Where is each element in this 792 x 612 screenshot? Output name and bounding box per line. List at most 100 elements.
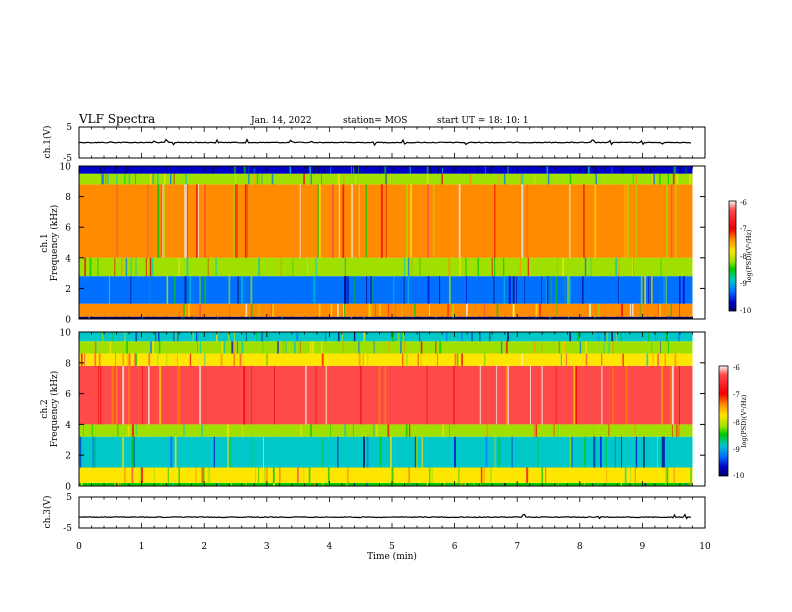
ch1-spec-streak-369 bbox=[258, 303, 260, 317]
ch2-spec-streak-260 bbox=[600, 436, 602, 468]
ch2-spec-streak-188 bbox=[97, 365, 99, 425]
ch2-spec-streak-173 bbox=[453, 365, 455, 425]
ch1-spec-streak-185 bbox=[498, 316, 500, 319]
ch1-spec-streak-302 bbox=[521, 257, 523, 277]
ch1-spectrogram-y-ticks: 0 2 4 6 8 10 bbox=[60, 163, 705, 326]
ch1-spec-streak-397 bbox=[303, 173, 305, 185]
ch2-spec-streak-309 bbox=[132, 424, 134, 437]
ch1-spec-streak-16 bbox=[122, 316, 125, 319]
ch1-spec-streak-173 bbox=[670, 303, 672, 317]
ch1-spec-streak-203 bbox=[471, 316, 473, 319]
ch2-spec-streak-126 bbox=[223, 341, 226, 354]
ch2-spec-streak-239 bbox=[201, 467, 203, 483]
ch2-spec-streak-415 bbox=[109, 341, 112, 354]
ch2-spec-streak-18 bbox=[414, 436, 417, 468]
ch1-spec-streak-63 bbox=[616, 173, 619, 185]
ch1-spec-streak-225 bbox=[491, 257, 493, 277]
ch2-spec-streak-236 bbox=[632, 482, 634, 486]
ch2-spec-streak-418 bbox=[573, 365, 575, 425]
ch2-spec-streak-99 bbox=[426, 365, 428, 425]
ch1-spec-streak-24 bbox=[170, 173, 172, 185]
ch1-spec-streak-313 bbox=[668, 316, 671, 319]
ch1-spec-streak-231 bbox=[569, 184, 571, 258]
ch2-spec-streak-401 bbox=[387, 424, 390, 437]
ch1-spec-streak-91 bbox=[261, 166, 263, 174]
ch2-spec-streak-341 bbox=[458, 467, 460, 483]
ch2-spec-streak-270 bbox=[321, 482, 324, 486]
ch2-spec-streak-388 bbox=[415, 436, 418, 468]
ch2-spec-streak-231 bbox=[95, 341, 97, 354]
ch2-spec-streak-190 bbox=[183, 424, 185, 437]
ch2-spec-streak-120 bbox=[303, 436, 305, 468]
ch2-spec-streak-203 bbox=[177, 353, 178, 366]
ch1-spec-streak-101 bbox=[199, 303, 202, 317]
ch1-spec-streak-214 bbox=[590, 257, 592, 277]
ch2-spec-streak-319 bbox=[553, 424, 555, 437]
ch1-spec-streak-167 bbox=[305, 276, 307, 304]
ch2-spec-streak-209 bbox=[444, 482, 445, 486]
ch2-spec-streak-73 bbox=[226, 424, 229, 437]
ch2-spec-streak-85 bbox=[436, 353, 438, 366]
ch1-spec-streak-352 bbox=[632, 173, 634, 185]
ch2-spec-streak-310 bbox=[262, 341, 265, 354]
ch1-spec-ytick-label-3: 6 bbox=[65, 224, 71, 234]
ch2-spec-streak-28 bbox=[635, 436, 638, 468]
ch1-spec-streak-235 bbox=[588, 166, 591, 174]
ch2-spec-streak-24 bbox=[165, 353, 168, 366]
colorbar-ch2-tick-m8: -8 bbox=[733, 419, 740, 427]
ch2-spec-streak-75 bbox=[439, 341, 442, 354]
ch2-spec-streak-315 bbox=[329, 467, 332, 483]
ch2-spectrogram-y-ticks: 0 2 4 6 8 10 bbox=[60, 329, 705, 493]
ch1-spec-streak-146 bbox=[470, 173, 472, 185]
ch1-spec-streak-53 bbox=[289, 276, 291, 304]
ch1-spec-streak-314 bbox=[313, 276, 316, 304]
ch2-spec-streak-251 bbox=[604, 332, 607, 342]
ch2-spec-streak-170 bbox=[442, 424, 444, 437]
ch1-spec-streak-193 bbox=[267, 173, 269, 185]
ch1-spec-streak-249 bbox=[145, 257, 147, 277]
ch1-spec-streak-333 bbox=[130, 257, 132, 277]
ch1-spectrogram-ylabel-channel: ch.1 bbox=[40, 233, 50, 252]
ch1-spec-streak-168 bbox=[667, 173, 670, 185]
ch2-spec-streak-51 bbox=[299, 341, 301, 354]
ch1-spectrogram-x-ticks bbox=[78, 166, 706, 319]
ch2-spec-streak-262 bbox=[370, 436, 372, 468]
ch1-spec-streak-377 bbox=[477, 257, 480, 277]
ch2-spec-streak-357 bbox=[114, 482, 116, 486]
ch1-spec-streak-340 bbox=[466, 303, 468, 317]
ch2-spec-streak-89 bbox=[634, 467, 636, 483]
ch2-spec-streak-269 bbox=[366, 482, 369, 486]
ch1-spec-streak-144 bbox=[633, 257, 634, 277]
ch1-spec-streak-118 bbox=[429, 303, 430, 317]
ch2-spec-streak-37 bbox=[557, 482, 559, 486]
ch1-spec-streak-381 bbox=[342, 184, 345, 258]
ch1-spec-streak-123 bbox=[106, 173, 109, 185]
ch2-spec-streak-100 bbox=[646, 353, 649, 366]
ch1-spec-streak-283 bbox=[184, 303, 186, 317]
ch2-spec-streak-172 bbox=[324, 332, 327, 342]
ch1-spec-streak-329 bbox=[403, 276, 405, 304]
ch1-spec-streak-50 bbox=[207, 257, 209, 277]
ch2-spec-streak-152 bbox=[606, 365, 608, 425]
ch2-spec-streak-64 bbox=[214, 353, 217, 366]
ch2-spec-streak-58 bbox=[342, 341, 344, 354]
ch1-spec-streak-250 bbox=[361, 316, 363, 319]
ch1-spec-streak-74 bbox=[407, 257, 410, 277]
ch2-spec-streak-395 bbox=[650, 482, 652, 486]
ch2-spec-streak-9 bbox=[127, 353, 129, 366]
ch1-spec-streak-176 bbox=[234, 166, 236, 174]
ch1-spec-streak-30 bbox=[199, 276, 201, 304]
ch2-spec-streak-179 bbox=[665, 482, 667, 486]
ch2-spec-streak-121 bbox=[367, 353, 369, 366]
ch1-spec-streak-395 bbox=[557, 257, 558, 277]
ch2-spec-streak-397 bbox=[202, 467, 205, 483]
ch2-spec-streak-134 bbox=[267, 332, 269, 342]
ch2-spec-streak-69 bbox=[122, 353, 125, 366]
ch1-spec-streak-49 bbox=[133, 257, 135, 277]
ch2-spec-streak-263 bbox=[373, 341, 375, 354]
ch2-spec-streak-278 bbox=[534, 341, 536, 354]
ch1-spec-streak-332 bbox=[419, 257, 421, 277]
ch2-spec-streak-242 bbox=[256, 332, 258, 342]
ch2-spec-streak-297 bbox=[558, 424, 561, 437]
ch1-spec-streak-272 bbox=[271, 173, 274, 185]
